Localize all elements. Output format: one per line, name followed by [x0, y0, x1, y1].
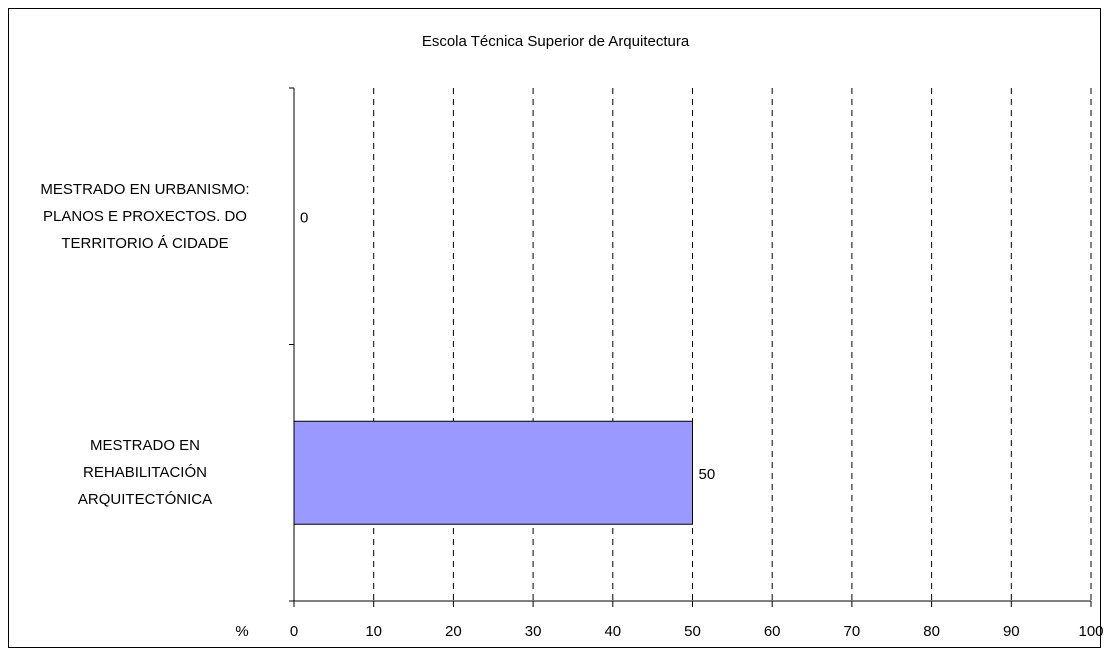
- category-label-line: MESTRADO EN: [89, 437, 200, 455]
- x-tick-labels: 0 10 20 30 40 50 60 70 80 90 100: [290, 623, 1104, 640]
- category-label-line: TERRITORIO Á CIDADE: [61, 234, 229, 252]
- x-tick-label-60: 60: [764, 623, 781, 640]
- x-tick-label-100: 100: [1078, 623, 1103, 640]
- category-label-line: REHABILITACIÓN: [83, 464, 207, 482]
- x-tick-label-0: 0: [290, 623, 298, 640]
- x-tick-label-20: 20: [445, 623, 462, 640]
- data-label-0: 0: [300, 209, 308, 226]
- chart-frame: [8, 8, 1101, 648]
- bar-1: [293, 420, 693, 525]
- category-label-line: PLANOS E PROXECTOS. DO: [43, 207, 247, 225]
- x-tick-label-10: 10: [365, 623, 382, 640]
- data-label-1: 50: [699, 466, 716, 483]
- x-tick-label-40: 40: [604, 623, 621, 640]
- x-axis-unit-label: %: [235, 623, 248, 640]
- x-tick-label-30: 30: [525, 623, 542, 640]
- grid-lines: [373, 88, 1092, 601]
- bars: [293, 420, 693, 525]
- x-tick-label-70: 70: [844, 623, 861, 640]
- category-label-0: MESTRADO EN URBANISMO: PLANOS E PROXECTOS…: [0, 176, 290, 257]
- chart-title: Escola Técnica Superior de Arquitectura: [421, 33, 690, 50]
- x-tick-label-80: 80: [923, 623, 940, 640]
- category-label-1: MESTRADO EN REHABILITACIÓN ARQUITECTÓNICA: [0, 432, 290, 513]
- data-labels: 0 50: [300, 209, 715, 483]
- category-label-line: ARQUITECTÓNICA: [77, 491, 213, 509]
- x-tick-label-50: 50: [684, 623, 701, 640]
- axes: [289, 87, 1092, 607]
- category-label-line: MESTRADO EN URBANISMO:: [40, 180, 250, 198]
- x-tick-label-90: 90: [1003, 623, 1020, 640]
